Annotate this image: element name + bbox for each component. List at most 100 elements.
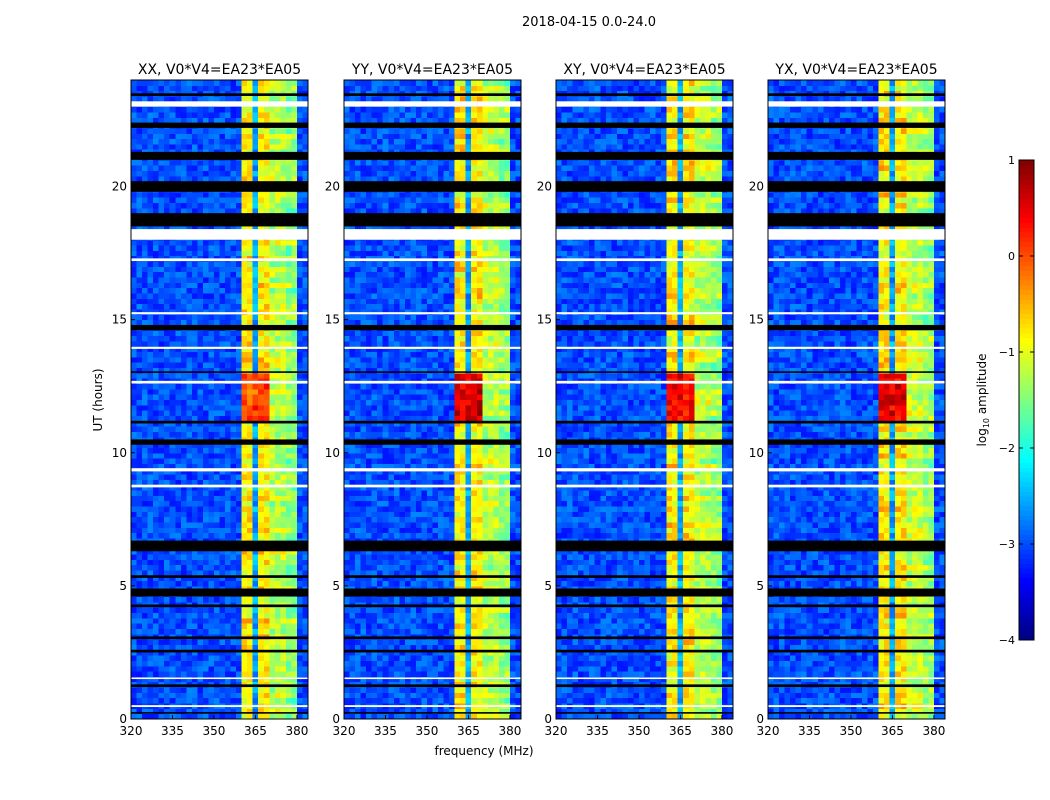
heatmap-cell — [180, 452, 187, 459]
heatmap-cell — [225, 687, 232, 693]
heatmap-cell — [285, 111, 292, 118]
heatmap-cell — [219, 388, 226, 395]
heatmap-cell — [291, 388, 298, 395]
heatmap-cell — [388, 665, 395, 672]
heatmap-cell — [186, 490, 193, 496]
heatmap-cell — [147, 95, 154, 102]
heatmap-cell — [274, 197, 281, 203]
heatmap-cell — [219, 559, 226, 566]
heatmap-cell — [236, 580, 243, 587]
heatmap-cell — [269, 95, 276, 102]
heatmap-cell — [296, 356, 303, 363]
heatmap-cell — [252, 111, 259, 118]
heatmap-cell — [136, 617, 143, 624]
heatmap-cell — [410, 548, 417, 555]
heatmap-cell — [241, 191, 248, 198]
heatmap-cell — [164, 127, 171, 134]
heatmap-cell — [241, 692, 248, 699]
heatmap-cell — [147, 223, 154, 230]
heatmap-cell — [344, 580, 351, 587]
heatmap-cell — [225, 308, 232, 315]
heatmap-cell — [197, 415, 204, 422]
heatmap-cell — [432, 708, 439, 715]
heatmap-cell — [153, 607, 160, 613]
heatmap-cell — [509, 660, 516, 667]
heatmap-cell — [504, 612, 511, 619]
heatmap-cell — [302, 474, 309, 480]
heatmap-cell — [344, 697, 351, 704]
heatmap-cell — [219, 506, 226, 512]
heatmap-cell — [302, 239, 309, 246]
heatmap-cell — [142, 415, 149, 422]
heatmap-cell — [291, 697, 298, 704]
heatmap-cell — [131, 282, 138, 289]
heatmap-cell — [247, 527, 254, 534]
heatmap-cell — [131, 676, 138, 683]
heatmap-cell — [482, 649, 489, 656]
heatmap-cell — [509, 644, 516, 651]
heatmap-cell — [252, 223, 259, 230]
heatmap-cell — [153, 80, 160, 86]
heatmap-cell — [388, 649, 395, 656]
heatmap-cell — [158, 106, 165, 113]
heatmap-cell — [136, 95, 143, 102]
heatmap-cell — [487, 623, 494, 629]
heatmap-cell — [236, 383, 243, 390]
heatmap-cell — [252, 687, 259, 693]
heatmap-cell — [175, 490, 182, 496]
heatmap-cell — [269, 80, 276, 86]
heatmap-cell — [225, 250, 232, 257]
heatmap-cell — [236, 207, 243, 214]
heatmap-cell — [142, 383, 149, 390]
heatmap-cell — [493, 697, 500, 704]
heatmap-cell — [291, 271, 298, 278]
heatmap-cell — [377, 628, 384, 635]
heatmap-cell — [142, 495, 149, 502]
heatmap-cell — [377, 708, 384, 715]
heatmap-cell — [399, 612, 406, 619]
heatmap-cell — [180, 138, 187, 145]
heatmap-cell — [164, 399, 171, 406]
heatmap-cell — [147, 495, 154, 502]
heatmap-cell — [186, 335, 193, 342]
heatmap-cell — [296, 159, 303, 166]
heatmap-cell — [202, 607, 209, 613]
heatmap-cell — [302, 559, 309, 566]
heatmap-cell — [388, 580, 395, 587]
heatmap-cell — [426, 628, 433, 635]
heatmap-cell — [302, 665, 309, 672]
heatmap-cell — [164, 692, 171, 699]
heatmap-cell — [421, 623, 428, 629]
heatmap-cell — [186, 277, 193, 283]
heatmap-cell — [225, 340, 232, 347]
heatmap-cell — [169, 250, 176, 257]
heatmap-cell — [136, 596, 143, 603]
heatmap-cell — [404, 639, 411, 645]
heatmap-cell — [131, 111, 138, 118]
heatmap-cell — [225, 223, 232, 230]
heatmap-cell — [202, 287, 209, 294]
heatmap-cell — [498, 548, 505, 555]
heatmap-cell — [175, 133, 182, 140]
heatmap-cell — [280, 431, 287, 438]
heatmap-cell — [164, 383, 171, 390]
heatmap-cell — [269, 617, 276, 624]
heatmap-cell — [360, 713, 367, 720]
heatmap-cell — [158, 367, 165, 374]
heatmap-cell — [147, 420, 154, 427]
heatmap-cell — [180, 362, 187, 369]
heatmap-cell — [302, 250, 309, 257]
heatmap-cell — [180, 548, 187, 555]
heatmap-cell — [252, 692, 259, 699]
heatmap-cell — [197, 463, 204, 470]
heatmap-cell — [202, 351, 209, 358]
heatmap-cell — [164, 367, 171, 374]
heatmap-cell — [202, 80, 209, 86]
heatmap-cell — [471, 623, 478, 629]
heatmap-cell — [131, 580, 138, 587]
heatmap-cell — [153, 351, 160, 358]
heatmap-cell — [180, 617, 187, 624]
heatmap-cell — [186, 468, 193, 475]
heatmap-cell — [285, 106, 292, 113]
heatmap-cell — [180, 159, 187, 166]
